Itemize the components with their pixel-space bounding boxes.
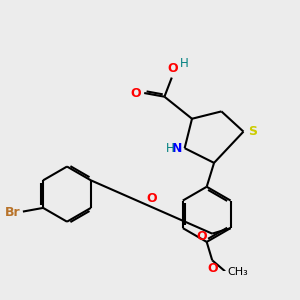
Text: H: H	[166, 142, 174, 155]
Text: CH₃: CH₃	[228, 267, 248, 277]
Text: O: O	[196, 230, 207, 243]
Text: H: H	[180, 57, 189, 70]
Text: N: N	[172, 142, 182, 155]
Text: Br: Br	[5, 206, 20, 219]
Text: O: O	[167, 62, 178, 75]
Text: O: O	[207, 262, 217, 275]
Text: O: O	[146, 192, 157, 205]
Text: O: O	[130, 86, 141, 100]
Text: S: S	[248, 125, 257, 138]
